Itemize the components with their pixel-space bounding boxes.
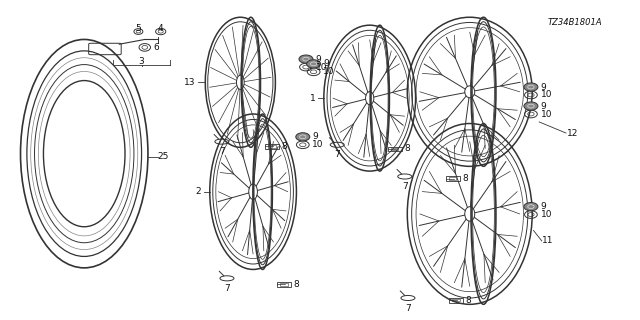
Text: 10: 10 (312, 140, 324, 149)
Text: 9: 9 (540, 83, 546, 92)
Text: 10: 10 (316, 62, 327, 72)
Text: 6: 6 (153, 43, 159, 52)
Text: 4: 4 (158, 24, 163, 33)
Text: 7: 7 (224, 284, 230, 293)
Text: 12: 12 (567, 129, 579, 138)
Bar (452, 299, 460, 301)
Bar (265, 144, 279, 149)
Text: 7: 7 (402, 182, 408, 191)
Text: 8: 8 (465, 296, 471, 305)
Text: 7: 7 (334, 150, 340, 159)
Text: 10: 10 (323, 67, 335, 76)
Text: 8: 8 (293, 280, 299, 289)
Bar (388, 147, 401, 151)
Ellipse shape (524, 83, 538, 91)
Ellipse shape (524, 203, 538, 211)
Text: 9: 9 (312, 132, 318, 141)
Text: 8: 8 (404, 144, 410, 153)
Bar (268, 145, 276, 148)
Ellipse shape (307, 60, 321, 68)
Ellipse shape (296, 133, 310, 141)
Text: 9: 9 (540, 101, 546, 111)
Text: 13: 13 (184, 78, 195, 87)
Text: 8: 8 (462, 174, 468, 183)
Text: 1: 1 (310, 94, 316, 103)
Text: 9: 9 (316, 55, 321, 64)
Text: 9: 9 (323, 60, 329, 68)
Text: 2: 2 (195, 187, 201, 196)
Bar (280, 283, 287, 286)
Bar (445, 177, 460, 181)
Bar (276, 282, 291, 287)
Text: 10: 10 (540, 91, 552, 100)
Ellipse shape (524, 102, 538, 110)
Text: 7: 7 (219, 147, 225, 156)
Text: 9: 9 (540, 202, 546, 211)
Bar (449, 178, 456, 180)
Text: 11: 11 (541, 236, 553, 245)
Bar (391, 148, 398, 150)
Text: 3: 3 (139, 57, 145, 67)
Text: 10: 10 (540, 109, 552, 118)
Text: TZ34B1801A: TZ34B1801A (548, 18, 603, 27)
Text: 5: 5 (136, 24, 141, 33)
Text: 8: 8 (282, 142, 287, 151)
Text: 7: 7 (405, 304, 411, 313)
Text: 25: 25 (157, 152, 169, 161)
Text: 10: 10 (540, 210, 552, 219)
Ellipse shape (299, 55, 313, 63)
Bar (449, 298, 463, 303)
